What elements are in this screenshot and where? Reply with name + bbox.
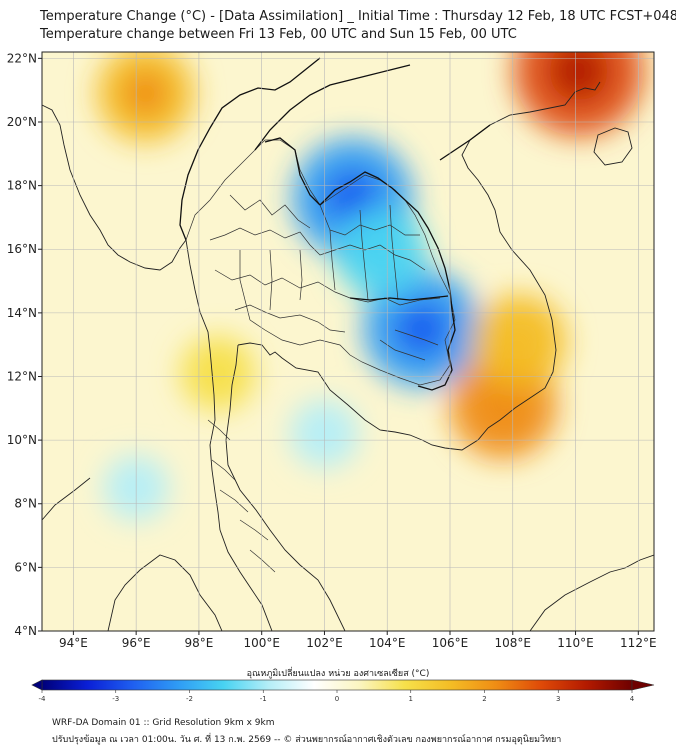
myanmar-west-coast bbox=[42, 104, 187, 271]
anomaly-core-warm-west-thailand bbox=[200, 356, 235, 391]
anomaly-core-cold-cambodia bbox=[395, 302, 449, 356]
lat-label: 4°N bbox=[14, 624, 37, 638]
map-frame bbox=[41, 51, 655, 632]
lon-label: 94°E bbox=[59, 636, 88, 650]
colorbar-tick-label: -1 bbox=[260, 695, 267, 703]
lat-label: 20°N bbox=[7, 115, 37, 129]
lat-label: 10°N bbox=[7, 433, 37, 447]
colorbar-max-arrow bbox=[631, 679, 655, 691]
peninsula-west-coast-south bbox=[219, 529, 273, 631]
anomaly-core-cold-laos bbox=[360, 231, 402, 274]
lat-label: 8°N bbox=[14, 497, 37, 511]
coastlines bbox=[42, 81, 654, 631]
anomaly-core-warm-myanmar bbox=[123, 71, 168, 116]
sumatra-coast-south bbox=[107, 554, 223, 631]
peninsula-east-coast bbox=[225, 344, 346, 631]
colorbar-title: อุณหภูมิเปลี่ยนแปลง หน่วย องศาเซลเซียส (… bbox=[246, 669, 430, 679]
title-line-2: Temperature change between Fri 13 Feb, 0… bbox=[40, 27, 517, 42]
anomaly-core-warm-vietnam-coast bbox=[479, 380, 528, 430]
colorbar-min-arrow bbox=[31, 679, 43, 691]
lon-label: 104°E bbox=[369, 636, 406, 650]
lat-label: 18°N bbox=[7, 179, 37, 193]
colorbar-tick-label: -3 bbox=[112, 695, 119, 703]
temperature-field bbox=[96, 52, 644, 522]
country-boundaries bbox=[179, 57, 491, 391]
andaman-coast-peninsula bbox=[185, 239, 221, 531]
title-line-1: Temperature Change (°C) - [Data Assimila… bbox=[40, 9, 676, 24]
colorbar-tick-label: -2 bbox=[186, 695, 193, 703]
colorbar-tick-label: 1 bbox=[409, 695, 413, 703]
footer-credits: ปรับปรุงข้อมูล ณ เวลา 01:00น. วัน ศ. ที่… bbox=[52, 735, 562, 745]
lat-label: 16°N bbox=[7, 242, 37, 256]
colorbar bbox=[41, 679, 633, 691]
colorbar-tick-label: 3 bbox=[556, 695, 560, 703]
borneo-coast bbox=[529, 554, 654, 631]
lon-label: 108°E bbox=[495, 636, 532, 650]
lon-label: 110°E bbox=[557, 636, 594, 650]
anomaly-core-warm-south-china bbox=[549, 52, 609, 101]
colorbar-ticks: -4 -3 -2 -1 0 1 2 3 4 bbox=[39, 690, 635, 703]
province-boundaries bbox=[185, 139, 456, 573]
sumatra-coast bbox=[42, 477, 91, 521]
lat-label: 22°N bbox=[7, 51, 37, 65]
lon-label: 102°E bbox=[306, 636, 343, 650]
footer-model-info: WRF-DA Domain 01 :: Grid Resolution 9km … bbox=[52, 718, 275, 728]
vietnam-coast bbox=[461, 81, 601, 429]
lat-label: 6°N bbox=[14, 560, 37, 574]
lon-label: 96°E bbox=[122, 636, 151, 650]
lon-label: 98°E bbox=[184, 636, 213, 650]
axis-ticks: 94°E 96°E 98°E 100°E 102°E 104°E 106°E 108°E 110… bbox=[7, 51, 657, 650]
colorbar-tick-label: 2 bbox=[482, 695, 486, 703]
lon-label: 106°E bbox=[432, 636, 469, 650]
lon-label: 100°E bbox=[243, 636, 280, 650]
colorbar-tick-label: -4 bbox=[39, 695, 47, 703]
hainan-island bbox=[593, 127, 633, 166]
colorbar-tick-label: 4 bbox=[630, 695, 635, 703]
anomaly-core-warm-central-vietnam bbox=[497, 320, 541, 363]
lat-label: 14°N bbox=[7, 306, 37, 320]
graticule bbox=[42, 52, 654, 631]
lat-label: 12°N bbox=[7, 369, 37, 383]
gulf-of-thailand-coast bbox=[237, 342, 489, 451]
lon-label: 112°E bbox=[620, 636, 657, 650]
colorbar-tick-label: 0 bbox=[335, 695, 339, 703]
